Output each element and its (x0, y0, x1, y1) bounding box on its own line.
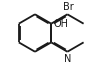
Text: OH: OH (54, 19, 69, 29)
Text: N: N (64, 54, 71, 64)
Text: Br: Br (63, 1, 74, 12)
